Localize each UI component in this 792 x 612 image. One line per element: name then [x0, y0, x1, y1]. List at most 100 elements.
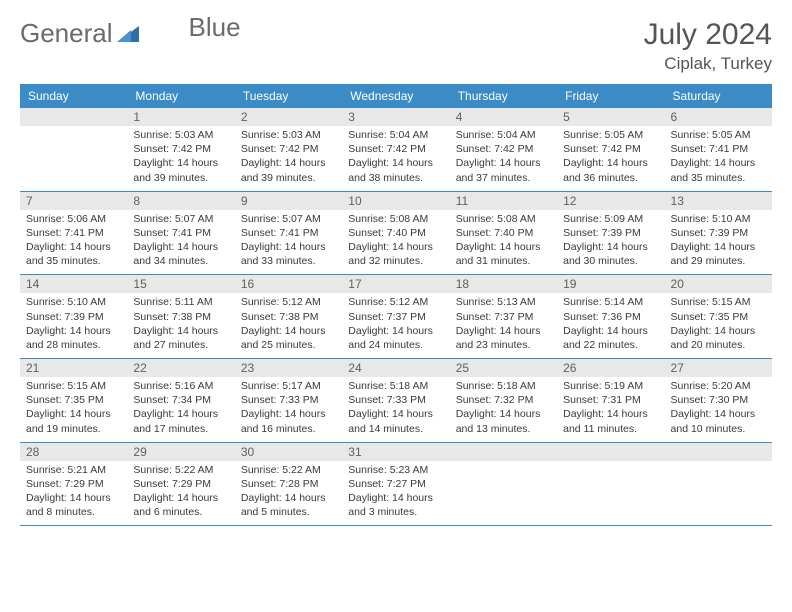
cell-body: Sunrise: 5:03 AMSunset: 7:42 PMDaylight:… [235, 126, 342, 191]
day-cell: 8Sunrise: 5:07 AMSunset: 7:41 PMDaylight… [127, 191, 234, 275]
day-header-row: SundayMondayTuesdayWednesdayThursdayFrid… [20, 84, 772, 108]
day-cell: 6Sunrise: 5:05 AMSunset: 7:41 PMDaylight… [665, 108, 772, 191]
logo-text-2: Blue [189, 12, 241, 43]
cell-body-empty [665, 461, 772, 519]
day-cell: 16Sunrise: 5:12 AMSunset: 7:38 PMDayligh… [235, 275, 342, 359]
cell-body: Sunrise: 5:18 AMSunset: 7:32 PMDaylight:… [450, 377, 557, 442]
date-number: 9 [235, 192, 342, 210]
cell-body: Sunrise: 5:06 AMSunset: 7:41 PMDaylight:… [20, 210, 127, 275]
day-cell: 7Sunrise: 5:06 AMSunset: 7:41 PMDaylight… [20, 191, 127, 275]
date-number: 2 [235, 108, 342, 126]
day-cell: 28Sunrise: 5:21 AMSunset: 7:29 PMDayligh… [20, 442, 127, 526]
date-number: 23 [235, 359, 342, 377]
day-cell: 29Sunrise: 5:22 AMSunset: 7:29 PMDayligh… [127, 442, 234, 526]
day-header: Saturday [665, 84, 772, 108]
day-cell: 21Sunrise: 5:15 AMSunset: 7:35 PMDayligh… [20, 359, 127, 443]
cell-body: Sunrise: 5:07 AMSunset: 7:41 PMDaylight:… [235, 210, 342, 275]
date-number: 13 [665, 192, 772, 210]
logo-triangle-icon [117, 18, 139, 49]
day-cell: 13Sunrise: 5:10 AMSunset: 7:39 PMDayligh… [665, 191, 772, 275]
day-cell [557, 442, 664, 526]
logo: General Blue [20, 18, 241, 49]
calendar-table: SundayMondayTuesdayWednesdayThursdayFrid… [20, 84, 772, 526]
week-row: 28Sunrise: 5:21 AMSunset: 7:29 PMDayligh… [20, 442, 772, 526]
week-row: 1Sunrise: 5:03 AMSunset: 7:42 PMDaylight… [20, 108, 772, 191]
day-cell: 22Sunrise: 5:16 AMSunset: 7:34 PMDayligh… [127, 359, 234, 443]
date-number: 29 [127, 443, 234, 461]
day-header: Tuesday [235, 84, 342, 108]
day-cell: 17Sunrise: 5:12 AMSunset: 7:37 PMDayligh… [342, 275, 449, 359]
date-number: 25 [450, 359, 557, 377]
cell-body: Sunrise: 5:13 AMSunset: 7:37 PMDaylight:… [450, 293, 557, 358]
cell-body: Sunrise: 5:17 AMSunset: 7:33 PMDaylight:… [235, 377, 342, 442]
cell-body: Sunrise: 5:12 AMSunset: 7:38 PMDaylight:… [235, 293, 342, 358]
cell-body: Sunrise: 5:10 AMSunset: 7:39 PMDaylight:… [665, 210, 772, 275]
date-number: 22 [127, 359, 234, 377]
cell-body: Sunrise: 5:16 AMSunset: 7:34 PMDaylight:… [127, 377, 234, 442]
date-number: 20 [665, 275, 772, 293]
cell-body: Sunrise: 5:23 AMSunset: 7:27 PMDaylight:… [342, 461, 449, 526]
date-number: 21 [20, 359, 127, 377]
cell-body: Sunrise: 5:09 AMSunset: 7:39 PMDaylight:… [557, 210, 664, 275]
cell-body: Sunrise: 5:11 AMSunset: 7:38 PMDaylight:… [127, 293, 234, 358]
cell-body: Sunrise: 5:05 AMSunset: 7:41 PMDaylight:… [665, 126, 772, 191]
date-number: 3 [342, 108, 449, 126]
date-number: 7 [20, 192, 127, 210]
day-cell: 9Sunrise: 5:07 AMSunset: 7:41 PMDaylight… [235, 191, 342, 275]
cell-body: Sunrise: 5:15 AMSunset: 7:35 PMDaylight:… [665, 293, 772, 358]
cell-body: Sunrise: 5:15 AMSunset: 7:35 PMDaylight:… [20, 377, 127, 442]
date-number-empty [557, 443, 664, 461]
logo-text-1: General [20, 18, 113, 49]
date-number-empty [20, 108, 127, 126]
date-number: 1 [127, 108, 234, 126]
date-number: 31 [342, 443, 449, 461]
cell-body: Sunrise: 5:05 AMSunset: 7:42 PMDaylight:… [557, 126, 664, 191]
day-cell: 2Sunrise: 5:03 AMSunset: 7:42 PMDaylight… [235, 108, 342, 191]
day-header: Sunday [20, 84, 127, 108]
day-cell: 30Sunrise: 5:22 AMSunset: 7:28 PMDayligh… [235, 442, 342, 526]
month-title: July 2024 [644, 18, 772, 52]
cell-body: Sunrise: 5:08 AMSunset: 7:40 PMDaylight:… [450, 210, 557, 275]
cell-body: Sunrise: 5:07 AMSunset: 7:41 PMDaylight:… [127, 210, 234, 275]
day-cell: 25Sunrise: 5:18 AMSunset: 7:32 PMDayligh… [450, 359, 557, 443]
cell-body: Sunrise: 5:19 AMSunset: 7:31 PMDaylight:… [557, 377, 664, 442]
cell-body: Sunrise: 5:03 AMSunset: 7:42 PMDaylight:… [127, 126, 234, 191]
date-number: 14 [20, 275, 127, 293]
day-cell: 20Sunrise: 5:15 AMSunset: 7:35 PMDayligh… [665, 275, 772, 359]
day-cell: 12Sunrise: 5:09 AMSunset: 7:39 PMDayligh… [557, 191, 664, 275]
date-number: 16 [235, 275, 342, 293]
date-number: 24 [342, 359, 449, 377]
date-number: 27 [665, 359, 772, 377]
date-number: 11 [450, 192, 557, 210]
location: Ciplak, Turkey [644, 54, 772, 74]
day-cell: 3Sunrise: 5:04 AMSunset: 7:42 PMDaylight… [342, 108, 449, 191]
day-cell: 11Sunrise: 5:08 AMSunset: 7:40 PMDayligh… [450, 191, 557, 275]
header: General Blue July 2024 Ciplak, Turkey [20, 18, 772, 74]
date-number: 8 [127, 192, 234, 210]
date-number: 15 [127, 275, 234, 293]
day-cell: 5Sunrise: 5:05 AMSunset: 7:42 PMDaylight… [557, 108, 664, 191]
day-cell: 27Sunrise: 5:20 AMSunset: 7:30 PMDayligh… [665, 359, 772, 443]
day-cell: 23Sunrise: 5:17 AMSunset: 7:33 PMDayligh… [235, 359, 342, 443]
week-row: 14Sunrise: 5:10 AMSunset: 7:39 PMDayligh… [20, 275, 772, 359]
cell-body-empty [557, 461, 664, 519]
date-number-empty [450, 443, 557, 461]
day-cell: 19Sunrise: 5:14 AMSunset: 7:36 PMDayligh… [557, 275, 664, 359]
date-number: 28 [20, 443, 127, 461]
date-number: 18 [450, 275, 557, 293]
cell-body: Sunrise: 5:21 AMSunset: 7:29 PMDaylight:… [20, 461, 127, 526]
cell-body: Sunrise: 5:22 AMSunset: 7:29 PMDaylight:… [127, 461, 234, 526]
cell-body: Sunrise: 5:14 AMSunset: 7:36 PMDaylight:… [557, 293, 664, 358]
cell-body: Sunrise: 5:22 AMSunset: 7:28 PMDaylight:… [235, 461, 342, 526]
cell-body: Sunrise: 5:08 AMSunset: 7:40 PMDaylight:… [342, 210, 449, 275]
day-header: Friday [557, 84, 664, 108]
date-number: 4 [450, 108, 557, 126]
day-header: Thursday [450, 84, 557, 108]
day-cell: 14Sunrise: 5:10 AMSunset: 7:39 PMDayligh… [20, 275, 127, 359]
day-cell: 15Sunrise: 5:11 AMSunset: 7:38 PMDayligh… [127, 275, 234, 359]
day-cell [450, 442, 557, 526]
day-cell: 10Sunrise: 5:08 AMSunset: 7:40 PMDayligh… [342, 191, 449, 275]
date-number: 26 [557, 359, 664, 377]
day-cell: 1Sunrise: 5:03 AMSunset: 7:42 PMDaylight… [127, 108, 234, 191]
cell-body: Sunrise: 5:20 AMSunset: 7:30 PMDaylight:… [665, 377, 772, 442]
